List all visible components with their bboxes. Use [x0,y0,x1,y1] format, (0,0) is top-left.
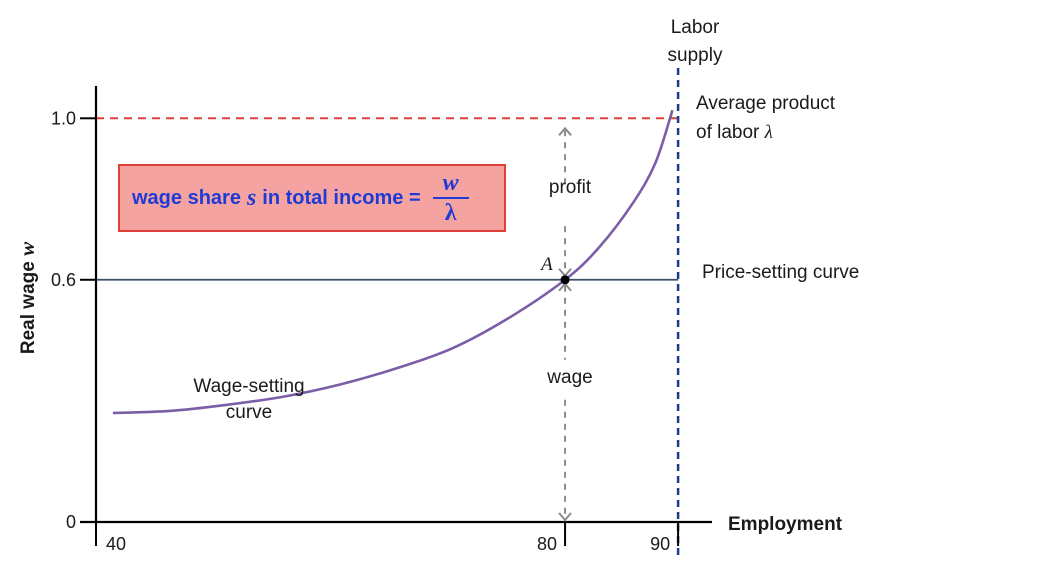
formula-middle: in total income = [262,186,421,209]
profit-label: profit [549,177,592,198]
average-product-label-2: of labor λ [696,122,773,143]
wage-label: wage [546,367,592,388]
x-tick-label: 80 [537,534,557,554]
wage-setting-curve [112,109,674,415]
wage-curve-label-1: Wage-setting [193,376,304,397]
labor-supply-label-2: supply [668,45,723,66]
point-a [560,275,570,285]
y-tick-label: 1.0 [51,108,76,128]
profit-arrowhead-top [558,126,572,136]
y-ticks: 0 0.6 1.0 [51,108,96,532]
formula-symbol: s [246,184,257,211]
x-tick-label: 40 [106,534,126,554]
wage-arrowhead-bottom [558,512,572,522]
wage-share-formula-box: wage share s in total income = w λ [118,164,506,232]
x-tick-label: 90 [650,534,670,554]
formula-prefix: wage share [132,186,241,209]
fraction-bar [432,197,469,199]
y-tick-label: 0.6 [51,270,76,290]
price-setting-label: Price-setting curve [702,262,859,283]
formula-fraction: w λ [432,170,469,226]
y-tick-label: 0 [66,512,76,532]
profit-wage-arrows [558,126,572,522]
average-product-label-1: Average product [696,93,836,114]
formula-denominator: λ [444,200,457,226]
x-axis-title: Employment [728,514,843,535]
wage-curve-label-2: curve [226,402,272,423]
x-ticks: 40 80 90 [95,522,680,554]
point-a-label: A [539,254,553,275]
y-axis-title: Real wage w [15,241,39,354]
labor-supply-label-1: Labor [671,17,720,38]
formula-numerator: w [442,170,459,196]
